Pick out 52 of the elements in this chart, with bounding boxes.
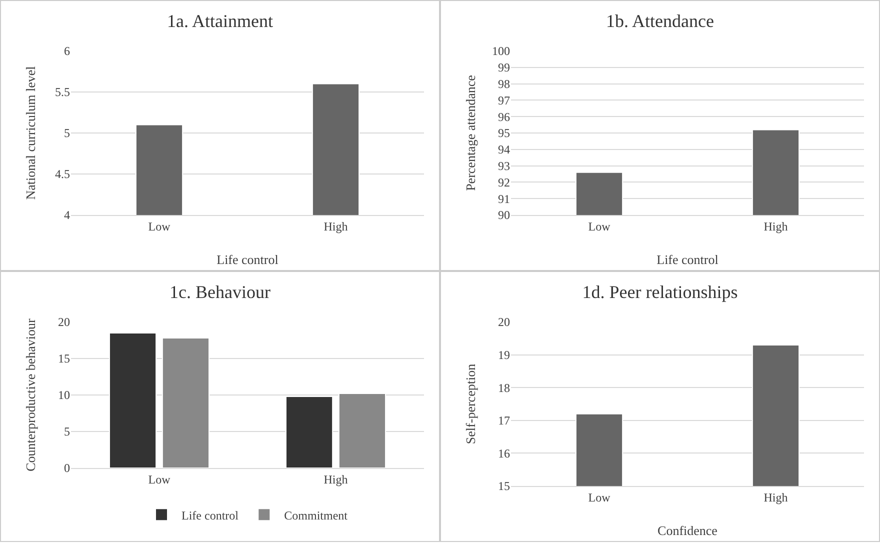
y-tick-label: 15 — [498, 479, 510, 494]
y-tick-label: 19 — [498, 348, 510, 362]
x-tick-label: Low — [148, 219, 171, 234]
y-tick-label: 100 — [492, 44, 510, 58]
y-tick-label: 5.5 — [55, 85, 70, 100]
bar — [285, 396, 334, 468]
x-axis-title: Life control — [216, 252, 279, 267]
bar — [338, 393, 386, 468]
y-tick-label: 4.5 — [55, 167, 70, 182]
y-tick-label: 0 — [64, 461, 70, 476]
y-axis-title: Self-perception — [463, 363, 478, 444]
x-tick-label: High — [324, 472, 348, 486]
legend-label: Life control — [182, 508, 240, 522]
y-tick-label: 16 — [498, 446, 510, 460]
y-tick-label: 94 — [498, 142, 510, 157]
y-tick-label: 93 — [498, 159, 510, 173]
y-tick-label: 90 — [498, 208, 510, 222]
y-tick-label: 91 — [498, 192, 510, 206]
legend-label: Commitment — [284, 508, 348, 522]
y-tick-label: 5 — [64, 126, 70, 140]
x-tick-label: High — [764, 219, 788, 234]
y-tick-label: 4 — [64, 208, 70, 222]
x-tick-label: Low — [588, 490, 611, 504]
y-tick-label: 10 — [58, 388, 70, 402]
y-tick-label: 6 — [64, 44, 70, 58]
chart-title: 1b. Attendance — [606, 11, 714, 32]
y-tick-label: 96 — [498, 110, 510, 124]
y-tick-label: 18 — [498, 380, 510, 395]
x-axis-title: Confidence — [658, 523, 718, 538]
y-tick-label: 98 — [498, 77, 510, 91]
y-tick-label: 20 — [498, 315, 510, 330]
y-axis-title: National curriculum level — [23, 66, 38, 200]
chart-title: 1d. Peer relationships — [582, 282, 738, 302]
y-tick-label: 20 — [58, 315, 70, 330]
y-axis-title: Counterproductive behaviour — [23, 318, 38, 472]
y-tick-label: 92 — [498, 175, 510, 190]
x-tick-label: Low — [148, 472, 171, 486]
chart-title: 1a. Attainment — [167, 11, 273, 32]
y-tick-label: 99 — [498, 60, 510, 75]
y-tick-label: 5 — [64, 424, 70, 439]
x-tick-label: High — [324, 219, 348, 234]
y-axis-title: Percentage attendance — [463, 74, 478, 191]
y-tick-label: 15 — [58, 352, 70, 366]
chart-title: 1c. Behaviour — [170, 282, 270, 302]
bar — [162, 338, 210, 468]
x-tick-label: Low — [588, 219, 611, 234]
bar — [108, 332, 157, 468]
y-tick-label: 17 — [498, 414, 510, 428]
x-axis-title: Life control — [656, 252, 719, 267]
y-tick-label: 95 — [498, 126, 510, 140]
y-tick-label: 97 — [498, 93, 510, 108]
x-tick-label: High — [764, 490, 788, 504]
